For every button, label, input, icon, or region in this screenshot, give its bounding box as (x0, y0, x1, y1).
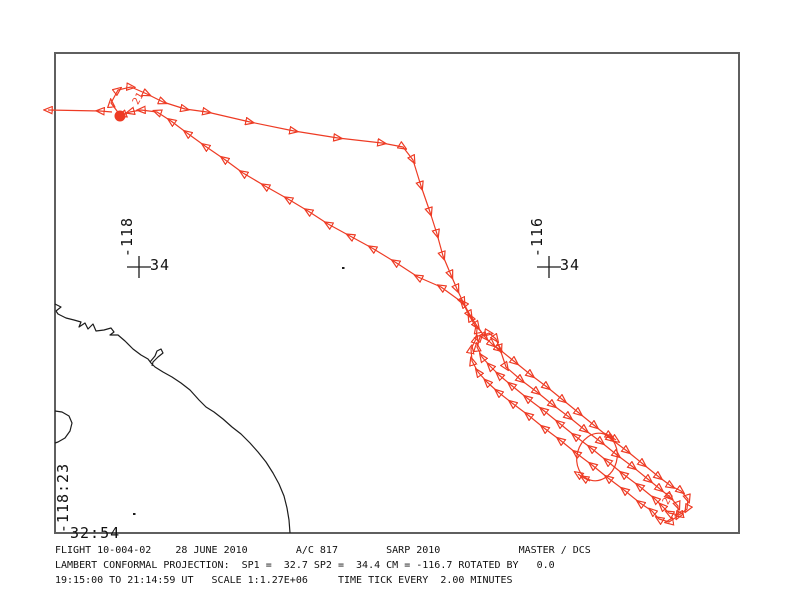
latitude-label-34-right: 34 (560, 256, 581, 274)
longitude-label-116: -116 (528, 216, 546, 258)
flight-track-segment (111, 87, 688, 522)
footer-projection-info: LAMBERT CONFORMAL PROJECTION: SP1 = 32.7… (55, 560, 555, 571)
orbit-circle (576, 432, 618, 482)
coastline (54, 303, 291, 534)
flight-track-segment (578, 474, 591, 481)
flight-track-segment (48, 110, 113, 112)
longitude-label-118: -118 (118, 216, 136, 258)
plot-frame (54, 52, 740, 534)
footer-time-scale-info: 19:15:00 TO 21:14:59 UT SCALE 1:1.27E+06… (55, 575, 513, 586)
coastline-layer (54, 267, 345, 534)
footer-flight-info: FLIGHT 10-004-02 28 JUNE 2010 A/C 817 SA… (55, 545, 591, 556)
small-island-dot (342, 267, 345, 269)
flight-track-segment (603, 433, 616, 440)
coastline (54, 410, 73, 444)
plot-border (54, 52, 740, 534)
track-start-marker (114, 110, 126, 122)
flight-track-layer (48, 87, 688, 522)
corner-latitude-label: 32:54 (70, 524, 121, 542)
small-island-dot (133, 513, 136, 515)
latitude-label-34-left: 34 (150, 256, 171, 274)
